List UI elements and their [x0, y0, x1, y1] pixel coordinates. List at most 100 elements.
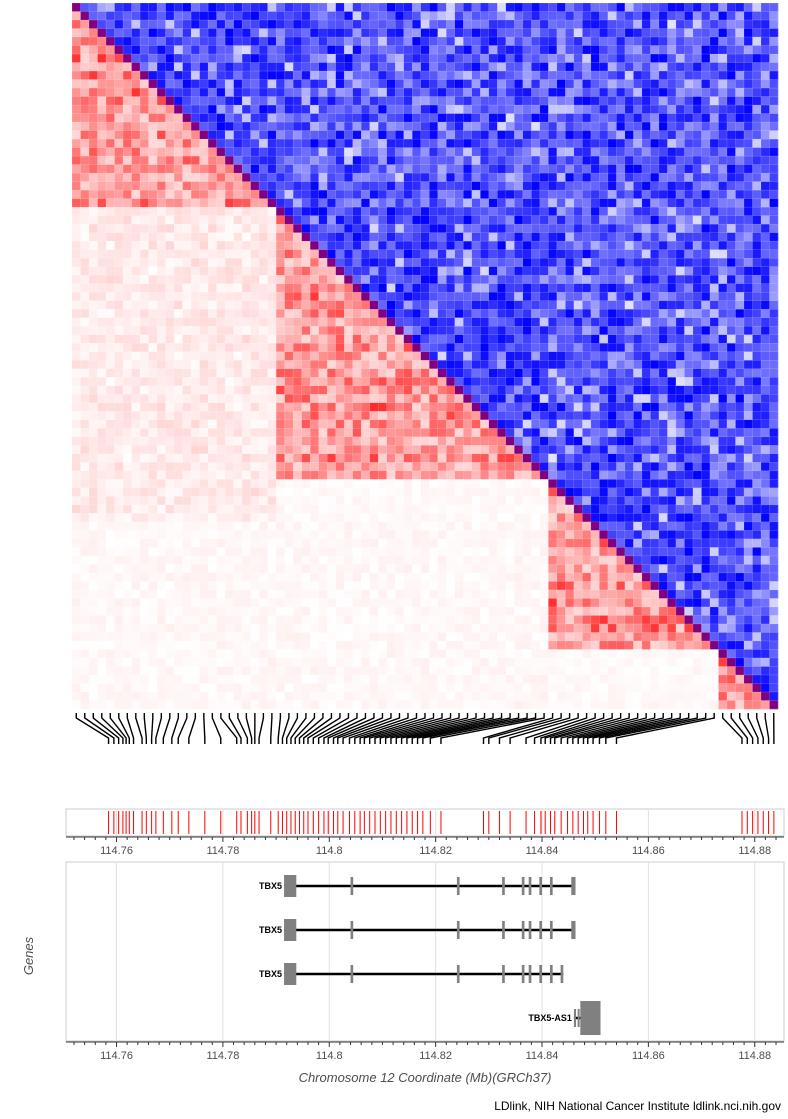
- ld-cell: [293, 130, 302, 140]
- ld-cell: [624, 130, 634, 140]
- ld-cell: [80, 181, 90, 191]
- ld-cell: [471, 156, 481, 165]
- ld-cell: [123, 88, 132, 97]
- ld-cell: [395, 241, 405, 250]
- ld-cell: [539, 385, 549, 395]
- ld-cell: [735, 411, 745, 421]
- ld-cell: [735, 156, 745, 165]
- ld-cell: [310, 3, 319, 12]
- ld-cell: [225, 130, 234, 140]
- ld-cell: [429, 453, 439, 463]
- ld-cell: [446, 309, 456, 319]
- ld-cell: [225, 360, 234, 370]
- ld-cell: [497, 224, 507, 233]
- ld-cell: [191, 232, 200, 242]
- ld-cell: [174, 130, 183, 140]
- ld-cell: [556, 300, 566, 310]
- ld-cell: [726, 419, 736, 429]
- ld-cell: [607, 224, 617, 233]
- ld-cell: [301, 394, 311, 404]
- ld-cell: [684, 343, 694, 353]
- ld-cell: [624, 207, 634, 216]
- ld-cell: [89, 122, 98, 131]
- ld-cell: [539, 20, 549, 29]
- ld-cell: [123, 428, 132, 438]
- ld-cell: [267, 28, 277, 38]
- ld-cell: [420, 436, 430, 446]
- ld-cell: [616, 351, 626, 361]
- ld-cell: [386, 411, 396, 421]
- ld-cell: [165, 343, 175, 353]
- ld-cell: [148, 453, 158, 463]
- ld-cell: [480, 428, 490, 438]
- ld-cell: [106, 411, 115, 421]
- ld-cell: [72, 147, 81, 157]
- ld-cell: [709, 71, 719, 80]
- ld-cell: [607, 351, 617, 361]
- ld-cell: [582, 62, 592, 72]
- ld-cell: [514, 71, 524, 80]
- ld-cell: [582, 28, 592, 38]
- ld-cell: [395, 360, 405, 370]
- ld-cell: [369, 402, 379, 412]
- ld-cell: [420, 54, 430, 63]
- ld-cell: [80, 402, 90, 412]
- ld-cell: [182, 419, 192, 429]
- ld-cell: [743, 20, 753, 29]
- ld-cell: [378, 275, 388, 284]
- ld-cell: [148, 487, 158, 497]
- ld-cell: [157, 28, 166, 38]
- ld-cell: [89, 487, 98, 497]
- ld-cell: [182, 241, 192, 250]
- ld-cell: [361, 241, 371, 250]
- ld-cell: [420, 402, 430, 412]
- ld-cell: [658, 470, 668, 480]
- ld-cell: [539, 351, 549, 361]
- ld-cell: [760, 351, 770, 361]
- ld-cell: [437, 343, 447, 353]
- ld-cell: [650, 20, 660, 29]
- ld-cell: [522, 156, 532, 165]
- ld-cell: [157, 224, 166, 233]
- ld-cell: [582, 173, 592, 182]
- ld-cell: [182, 266, 192, 276]
- ld-cell: [735, 190, 745, 199]
- ld-cell: [633, 37, 643, 46]
- ld-cell: [114, 130, 124, 140]
- ld-cell: [709, 453, 719, 463]
- ld-cell: [97, 113, 107, 123]
- ld-cell: [684, 419, 694, 429]
- ld-cell: [191, 207, 200, 216]
- ld-cell: [72, 275, 81, 284]
- ld-cell: [573, 317, 583, 327]
- ld-cell: [276, 368, 285, 378]
- ld-cell: [437, 28, 447, 38]
- ld-cell: [114, 300, 124, 310]
- ld-cell: [429, 232, 439, 242]
- ld-cell: [242, 156, 251, 165]
- ld-cell: [284, 275, 294, 284]
- ld-cell: [225, 164, 234, 174]
- ld-cell: [573, 54, 583, 63]
- ld-cell: [726, 394, 736, 404]
- ld-cell: [667, 232, 677, 242]
- ld-cell: [361, 360, 371, 370]
- ld-cell: [599, 436, 609, 446]
- ld-cell: [701, 241, 711, 250]
- ld-cell: [709, 326, 719, 336]
- ld-cell: [573, 334, 583, 344]
- ld-cell: [607, 28, 617, 38]
- ld-cell: [174, 292, 183, 302]
- ld-cell: [582, 224, 592, 233]
- ld-cell: [250, 164, 260, 174]
- ld-cell: [641, 394, 651, 404]
- ld-cell: [667, 436, 677, 446]
- ld-cell: [420, 249, 430, 259]
- ld-cell: [607, 479, 617, 489]
- ld-cell: [548, 79, 558, 89]
- ld-cell: [675, 54, 685, 63]
- ld-cell: [463, 79, 473, 89]
- ld-cell: [174, 249, 183, 259]
- ld-cell: [497, 394, 507, 404]
- ld-cell: [650, 249, 660, 259]
